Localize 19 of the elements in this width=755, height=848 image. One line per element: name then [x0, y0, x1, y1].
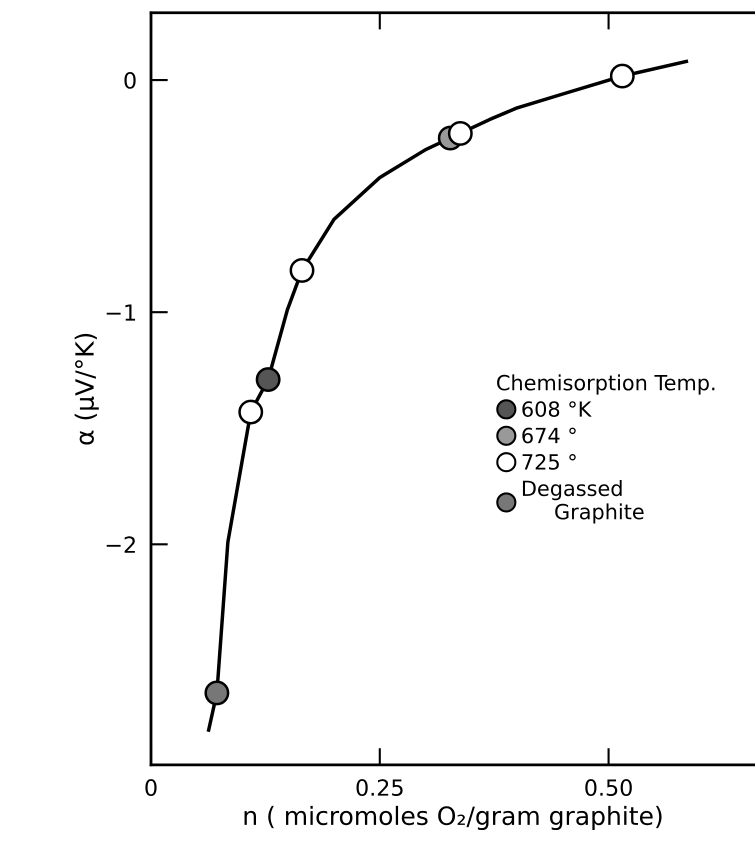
y-tick-label: −2 — [106, 536, 135, 553]
y-axis-title: α (μV/°K) — [74, 334, 99, 445]
x-tick-label: 0.25 — [356, 779, 403, 796]
point — [204, 680, 230, 706]
point — [256, 367, 281, 392]
legend-label: Degassed Graphite — [522, 480, 644, 524]
point — [610, 64, 635, 89]
legend-label: 608 °K — [522, 401, 592, 417]
point — [290, 258, 314, 283]
y-tick-label: −1 — [106, 304, 136, 321]
x-tick-label: 0 — [145, 779, 157, 796]
x-axis-title: n ( micromoles O₂/gram graphite) — [244, 806, 662, 830]
legend-title: Chemisorption Temp. — [497, 374, 714, 395]
y-tick-label: 0 — [124, 72, 136, 89]
x-tick-label: 0.50 — [585, 779, 632, 796]
point — [238, 400, 264, 424]
point — [448, 120, 473, 146]
legend-label: 674 ° — [522, 428, 576, 444]
legend-label: 725 ° — [522, 454, 576, 470]
